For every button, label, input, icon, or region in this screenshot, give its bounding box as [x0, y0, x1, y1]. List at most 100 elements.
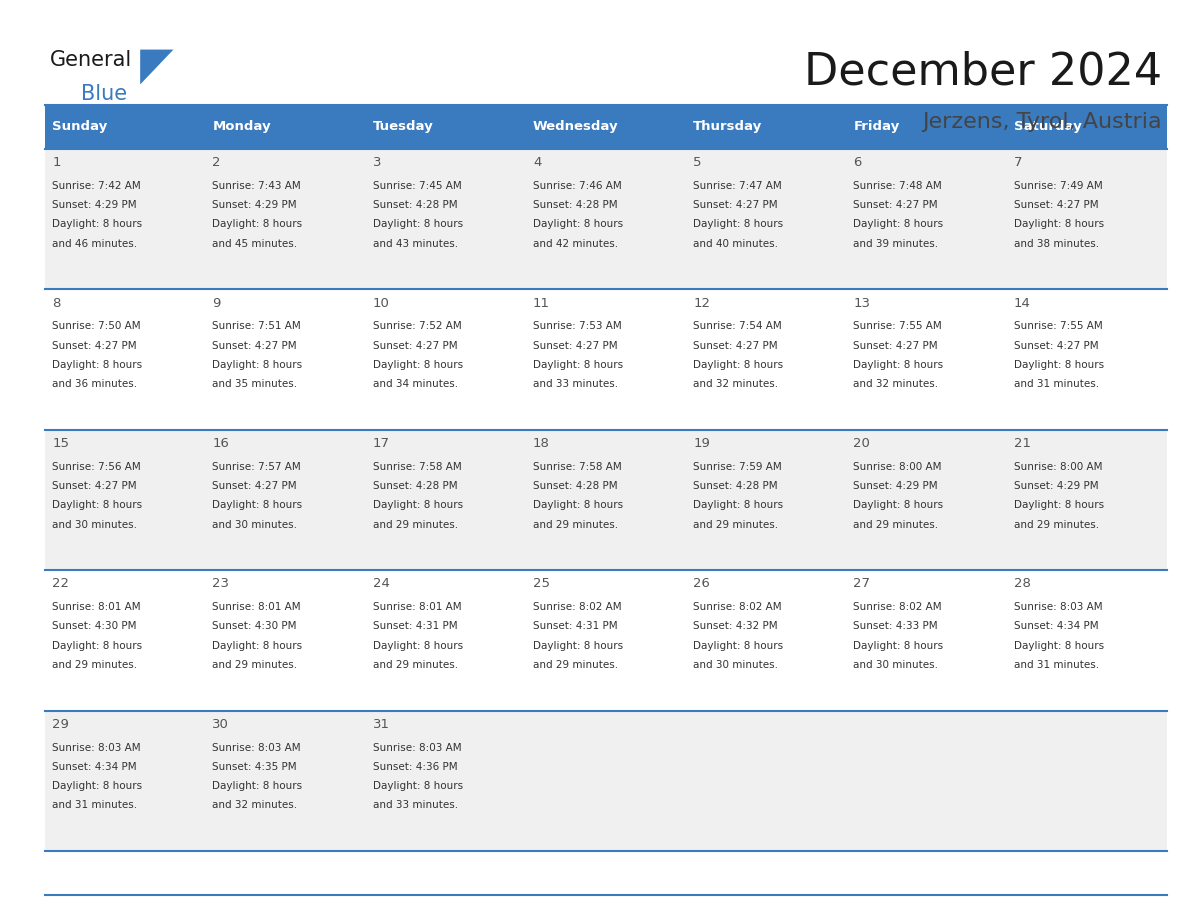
Text: Sunset: 4:28 PM: Sunset: 4:28 PM — [373, 200, 457, 210]
Text: Sunrise: 8:02 AM: Sunrise: 8:02 AM — [693, 602, 782, 612]
Bar — [45, 105, 1167, 149]
Text: Daylight: 8 hours: Daylight: 8 hours — [373, 219, 463, 230]
Text: Daylight: 8 hours: Daylight: 8 hours — [52, 641, 143, 651]
Text: Sunrise: 8:00 AM: Sunrise: 8:00 AM — [853, 462, 942, 472]
Text: Daylight: 8 hours: Daylight: 8 hours — [1013, 500, 1104, 510]
Text: and 31 minutes.: and 31 minutes. — [1013, 660, 1099, 670]
Text: Sunset: 4:27 PM: Sunset: 4:27 PM — [52, 481, 137, 491]
Text: Sunset: 4:27 PM: Sunset: 4:27 PM — [1013, 341, 1098, 351]
Bar — [45, 149, 1167, 289]
Text: Sunset: 4:34 PM: Sunset: 4:34 PM — [1013, 621, 1098, 632]
Text: Sunrise: 7:52 AM: Sunrise: 7:52 AM — [373, 321, 461, 331]
Text: 2: 2 — [213, 156, 221, 169]
Bar — [45, 711, 1167, 851]
Text: Daylight: 8 hours: Daylight: 8 hours — [1013, 360, 1104, 370]
Text: 21: 21 — [1013, 437, 1030, 450]
Text: 6: 6 — [853, 156, 861, 169]
Text: 16: 16 — [213, 437, 229, 450]
Text: Friday: Friday — [853, 120, 899, 133]
Text: Sunset: 4:30 PM: Sunset: 4:30 PM — [52, 621, 137, 632]
Text: Sunset: 4:27 PM: Sunset: 4:27 PM — [1013, 200, 1098, 210]
Text: Sunset: 4:27 PM: Sunset: 4:27 PM — [693, 341, 778, 351]
Text: Daylight: 8 hours: Daylight: 8 hours — [533, 360, 623, 370]
Text: Sunrise: 7:48 AM: Sunrise: 7:48 AM — [853, 181, 942, 191]
Text: 18: 18 — [533, 437, 550, 450]
Text: Sunset: 4:27 PM: Sunset: 4:27 PM — [52, 341, 137, 351]
Text: Daylight: 8 hours: Daylight: 8 hours — [693, 219, 783, 230]
Text: and 34 minutes.: and 34 minutes. — [373, 379, 457, 389]
Text: Sunset: 4:34 PM: Sunset: 4:34 PM — [52, 762, 137, 772]
Text: Daylight: 8 hours: Daylight: 8 hours — [373, 781, 463, 791]
Text: Sunrise: 7:56 AM: Sunrise: 7:56 AM — [52, 462, 141, 472]
Text: 14: 14 — [1013, 297, 1030, 309]
Text: and 29 minutes.: and 29 minutes. — [52, 660, 138, 670]
Text: and 29 minutes.: and 29 minutes. — [373, 520, 457, 530]
Text: Tuesday: Tuesday — [373, 120, 434, 133]
Text: Daylight: 8 hours: Daylight: 8 hours — [853, 641, 943, 651]
Text: Sunrise: 8:03 AM: Sunrise: 8:03 AM — [52, 743, 141, 753]
Text: Sunrise: 7:51 AM: Sunrise: 7:51 AM — [213, 321, 302, 331]
Text: Daylight: 8 hours: Daylight: 8 hours — [213, 219, 303, 230]
Text: 26: 26 — [693, 577, 710, 590]
Text: Sunset: 4:35 PM: Sunset: 4:35 PM — [213, 762, 297, 772]
Text: and 43 minutes.: and 43 minutes. — [373, 239, 457, 249]
Text: and 46 minutes.: and 46 minutes. — [52, 239, 138, 249]
Text: Sunset: 4:29 PM: Sunset: 4:29 PM — [52, 200, 137, 210]
Text: Blue: Blue — [81, 84, 127, 105]
Text: General: General — [50, 50, 132, 71]
Text: Sunset: 4:28 PM: Sunset: 4:28 PM — [693, 481, 778, 491]
Text: 17: 17 — [373, 437, 390, 450]
Text: Daylight: 8 hours: Daylight: 8 hours — [213, 360, 303, 370]
Text: and 29 minutes.: and 29 minutes. — [1013, 520, 1099, 530]
Text: and 29 minutes.: and 29 minutes. — [533, 520, 618, 530]
Text: and 38 minutes.: and 38 minutes. — [1013, 239, 1099, 249]
Text: Sunset: 4:27 PM: Sunset: 4:27 PM — [213, 341, 297, 351]
Text: 30: 30 — [213, 718, 229, 731]
Text: 4: 4 — [533, 156, 542, 169]
Text: Sunset: 4:28 PM: Sunset: 4:28 PM — [373, 481, 457, 491]
Text: 22: 22 — [52, 577, 69, 590]
Text: Sunrise: 8:00 AM: Sunrise: 8:00 AM — [1013, 462, 1102, 472]
Text: 10: 10 — [373, 297, 390, 309]
Text: Sunrise: 7:50 AM: Sunrise: 7:50 AM — [52, 321, 141, 331]
Text: Jerzens, Tyrol, Austria: Jerzens, Tyrol, Austria — [922, 112, 1162, 132]
Text: and 29 minutes.: and 29 minutes. — [213, 660, 298, 670]
Text: Sunrise: 7:54 AM: Sunrise: 7:54 AM — [693, 321, 782, 331]
Text: Daylight: 8 hours: Daylight: 8 hours — [693, 360, 783, 370]
Text: Sunrise: 7:43 AM: Sunrise: 7:43 AM — [213, 181, 302, 191]
Text: and 29 minutes.: and 29 minutes. — [693, 520, 778, 530]
Text: and 30 minutes.: and 30 minutes. — [52, 520, 138, 530]
Text: Sunset: 4:27 PM: Sunset: 4:27 PM — [533, 341, 618, 351]
Text: Sunset: 4:27 PM: Sunset: 4:27 PM — [853, 341, 939, 351]
Text: Sunset: 4:28 PM: Sunset: 4:28 PM — [533, 481, 618, 491]
Text: Sunset: 4:36 PM: Sunset: 4:36 PM — [373, 762, 457, 772]
Text: Daylight: 8 hours: Daylight: 8 hours — [213, 500, 303, 510]
Text: and 31 minutes.: and 31 minutes. — [1013, 379, 1099, 389]
Text: Sunset: 4:31 PM: Sunset: 4:31 PM — [533, 621, 618, 632]
Text: 20: 20 — [853, 437, 870, 450]
Bar — [45, 430, 1167, 570]
Text: Sunrise: 7:49 AM: Sunrise: 7:49 AM — [1013, 181, 1102, 191]
Text: Sunset: 4:27 PM: Sunset: 4:27 PM — [373, 341, 457, 351]
Text: Daylight: 8 hours: Daylight: 8 hours — [1013, 641, 1104, 651]
Text: Daylight: 8 hours: Daylight: 8 hours — [213, 781, 303, 791]
Text: Sunset: 4:27 PM: Sunset: 4:27 PM — [853, 200, 939, 210]
Text: 12: 12 — [693, 297, 710, 309]
Text: Daylight: 8 hours: Daylight: 8 hours — [1013, 219, 1104, 230]
Text: Sunrise: 7:58 AM: Sunrise: 7:58 AM — [373, 462, 461, 472]
Text: Daylight: 8 hours: Daylight: 8 hours — [52, 781, 143, 791]
Text: 28: 28 — [1013, 577, 1030, 590]
Text: and 40 minutes.: and 40 minutes. — [693, 239, 778, 249]
Text: and 35 minutes.: and 35 minutes. — [213, 379, 298, 389]
Bar — [45, 570, 1167, 711]
Text: Daylight: 8 hours: Daylight: 8 hours — [533, 641, 623, 651]
Polygon shape — [140, 50, 173, 84]
Text: and 29 minutes.: and 29 minutes. — [533, 660, 618, 670]
Text: Saturday: Saturday — [1013, 120, 1081, 133]
Text: Sunset: 4:27 PM: Sunset: 4:27 PM — [213, 481, 297, 491]
Text: Wednesday: Wednesday — [533, 120, 619, 133]
Text: Sunday: Sunday — [52, 120, 108, 133]
Text: Sunrise: 8:03 AM: Sunrise: 8:03 AM — [213, 743, 301, 753]
Text: Sunrise: 7:45 AM: Sunrise: 7:45 AM — [373, 181, 461, 191]
Text: Daylight: 8 hours: Daylight: 8 hours — [52, 219, 143, 230]
